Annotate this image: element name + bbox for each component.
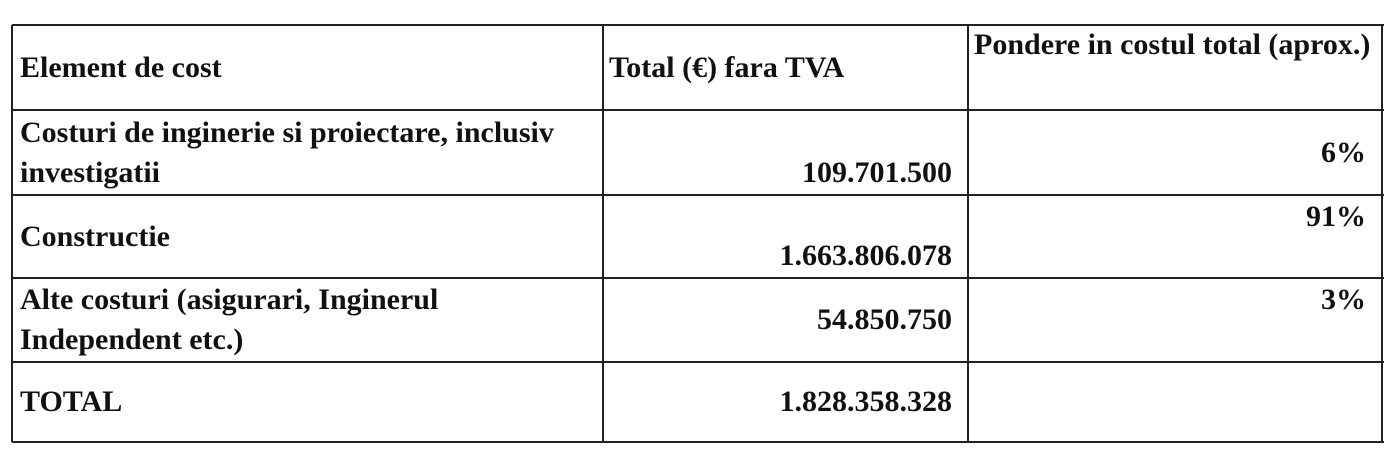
column-border: [967, 25, 969, 442]
cell-text: TOTAL: [20, 385, 123, 418]
table-cell: 109.701.500: [603, 110, 968, 195]
table-cell: 3%: [968, 278, 1382, 362]
row-border: [12, 277, 1384, 279]
cell-text: Costuri de inginerie si proiectare, incl…: [20, 115, 554, 189]
column-border: [602, 25, 604, 442]
table-cell: Costuri de inginerie si proiectare, incl…: [12, 110, 603, 195]
row-border: [12, 441, 1384, 443]
cell-text: Total (€) fara TVA: [609, 50, 845, 84]
cell-text: Pondere in costul total (aprox.): [974, 28, 1371, 61]
row-border: [12, 361, 1384, 363]
row-border: [12, 194, 1384, 196]
table-cell: TOTAL: [12, 362, 603, 442]
table-cell: 1.663.806.078: [603, 195, 968, 278]
cell-text: 91%: [1306, 200, 1366, 233]
cell-text: 6%: [1321, 135, 1366, 169]
header-cell: Total (€) fara TVA: [603, 25, 968, 110]
cell-text: Alte costuri (asigurari, Inginerul Indep…: [20, 283, 439, 356]
table-cell: 6%: [968, 110, 1382, 195]
header-cell: Element de cost: [12, 25, 603, 110]
header-cell: Pondere in costul total (aprox.): [968, 25, 1382, 110]
cell-text: Element de cost: [20, 50, 222, 84]
table-cell: 54.850.750: [603, 278, 968, 362]
column-border: [1381, 25, 1383, 442]
table-cell: Constructie: [12, 195, 603, 278]
cell-text: 54.850.750: [817, 303, 952, 336]
row-border: [12, 24, 1384, 26]
cell-text: 109.701.500: [802, 156, 952, 189]
cell-text: 1.663.806.078: [779, 239, 953, 272]
table-cell: 91%: [968, 195, 1382, 278]
cell-text: Constructie: [20, 219, 170, 253]
row-border: [12, 109, 1384, 111]
cell-text: 3%: [1321, 283, 1366, 316]
table-cell: Alte costuri (asigurari, Inginerul Indep…: [12, 278, 603, 362]
table-cell: 1.828.358.328: [603, 362, 968, 442]
column-border: [11, 25, 13, 442]
cell-text: 1.828.358.328: [779, 385, 953, 418]
